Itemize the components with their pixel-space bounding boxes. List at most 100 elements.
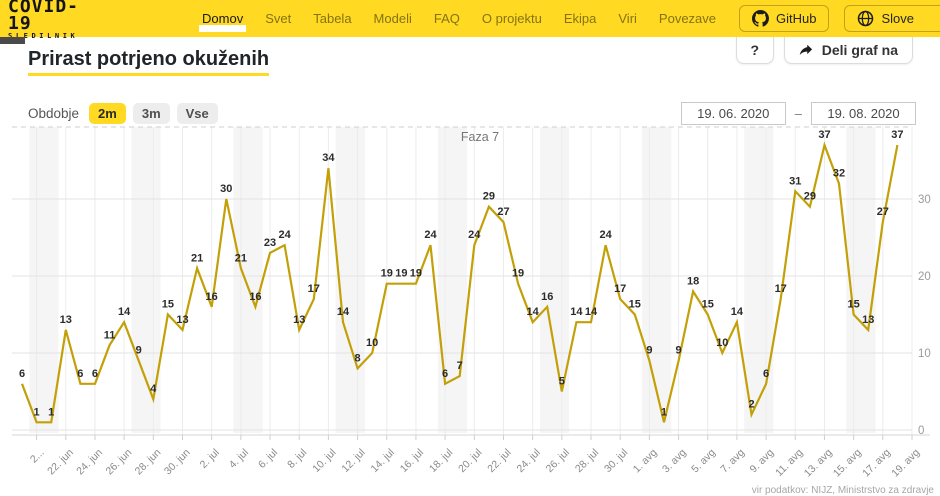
point-label: 16 (541, 291, 553, 303)
point-label: 4 (150, 383, 157, 395)
nav-domov[interactable]: Domov (191, 0, 254, 37)
x-tick-label: 2. jul (198, 447, 222, 471)
point-label: 29 (483, 191, 495, 203)
point-label: 27 (497, 206, 509, 218)
point-label: 15 (162, 299, 174, 311)
x-tick-label: 7. avg (718, 447, 747, 476)
page-edge-artifact (0, 37, 25, 44)
nav-povezave-label: Povezave (658, 11, 717, 26)
point-label: 8 (355, 352, 361, 364)
point-label: 1 (48, 406, 54, 418)
point-label: 19 (512, 268, 524, 280)
point-label: 9 (646, 345, 652, 357)
nav-faq[interactable]: FAQ (423, 0, 471, 37)
y-tick-label: 20 (918, 271, 931, 283)
weekend-band (744, 127, 774, 433)
data-source: vir podatkov: NIJZ, Ministrstvo za zdrav… (751, 485, 934, 496)
nav-svet[interactable]: Svet (254, 0, 302, 37)
github-button[interactable]: GitHub (739, 5, 830, 32)
nav-domov-label: Domov (202, 11, 244, 26)
globe-icon (858, 10, 874, 27)
language-button[interactable]: Slove (844, 5, 940, 32)
point-label: 29 (804, 191, 816, 203)
point-label: 17 (775, 283, 787, 295)
point-label: 10 (366, 337, 378, 349)
point-label: 21 (191, 252, 203, 264)
x-tick-label: 6. jul (256, 447, 280, 471)
x-tick-label: 24. jun (74, 447, 105, 478)
y-tick-label: 10 (918, 348, 931, 360)
nav-viri[interactable]: Viri (607, 0, 648, 37)
point-label: 17 (308, 283, 320, 295)
point-label: 10 (716, 337, 728, 349)
x-tick-label: 3. avg (660, 447, 689, 476)
point-label: 27 (877, 206, 889, 218)
share-icon (799, 44, 812, 55)
logo-title: COVID-19 (8, 0, 80, 34)
point-label: 17 (614, 283, 626, 295)
point-label: 24 (599, 229, 612, 241)
point-label: 24 (468, 229, 481, 241)
help-button[interactable]: ? (735, 37, 774, 64)
logo-subtitle: SLEDILNIK (8, 31, 79, 40)
point-label: 5 (559, 376, 565, 388)
point-label: 7 (457, 360, 463, 372)
chart-line (20, 141, 899, 424)
x-tick-label: 18. jul (427, 447, 455, 475)
title-buttons: ? Deli graf na (735, 37, 913, 64)
logo[interactable]: COVID-19 SLEDILNIK (8, 0, 79, 40)
date-from-input[interactable] (680, 101, 786, 125)
nav-o-projektu[interactable]: O projektu (471, 0, 553, 37)
point-label: 14 (585, 306, 598, 318)
x-tick-label: 1. avg (631, 447, 660, 476)
header: COVID-19 SLEDILNIK Domov Svet Tabela Mod… (0, 0, 940, 40)
point-label: 13 (862, 314, 874, 326)
point-label: 14 (337, 306, 350, 318)
weekend-band (233, 127, 263, 433)
y-tick-label: 30 (918, 194, 931, 206)
x-tick-label: 22. jun (45, 447, 76, 478)
y-tick-label: 0 (918, 425, 924, 437)
nav-modeli-label: Modeli (373, 11, 412, 26)
share-button[interactable]: Deli graf na (783, 37, 913, 64)
nav-povezave[interactable]: Povezave (648, 0, 727, 37)
x-tick-label: 2... (28, 447, 47, 466)
point-label: 16 (206, 291, 218, 303)
nav-tabela-label: Tabela (313, 11, 352, 26)
x-tick-label: 28. jul (573, 447, 601, 475)
chart[interactable]: 0 10 20 30 2... 22. jun 24. jun 26. jun 28. jun 3… (0, 123, 940, 496)
nav-ekipa[interactable]: Ekipa (553, 0, 608, 37)
period-vse-button[interactable]: Vse (176, 102, 218, 124)
x-tick-label: 26. jul (544, 447, 572, 475)
x-tick-label: 12. jul (339, 447, 367, 475)
point-label: 30 (220, 183, 232, 195)
github-button-label: GitHub (776, 11, 817, 26)
period-3m-button[interactable]: 3m (132, 102, 170, 124)
x-tick-label: 14. jul (369, 447, 397, 475)
weekend-band (642, 127, 672, 433)
nav-svet-label: Svet (265, 11, 292, 26)
weekend-band (437, 127, 467, 433)
point-label: 14 (527, 306, 540, 318)
point-label: 11 (104, 329, 116, 341)
weekend-band (335, 127, 365, 433)
x-tick-label: 20. jul (456, 447, 484, 475)
page-title: Prirast potrjeno okuženih (28, 48, 270, 76)
github-icon (752, 10, 770, 27)
point-label: 6 (763, 368, 769, 380)
point-label: 32 (833, 168, 845, 180)
period-2m-button[interactable]: 2m (89, 102, 126, 124)
nav-faq-label: FAQ (433, 11, 460, 26)
nav-modeli[interactable]: Modeli (363, 0, 423, 37)
x-tick-label: 5. avg (689, 447, 718, 476)
controls-row: Obdobje 2m 3m Vse – (28, 101, 916, 125)
nav-o-projektu-label: O projektu (481, 11, 542, 26)
nav-tabela[interactable]: Tabela (302, 0, 362, 37)
point-label: 14 (731, 306, 744, 318)
date-to-input[interactable] (811, 101, 916, 125)
x-tick-label: 30. jun (162, 447, 193, 478)
point-label: 14 (118, 306, 131, 318)
x-tick-label: 10. jul (310, 447, 338, 475)
